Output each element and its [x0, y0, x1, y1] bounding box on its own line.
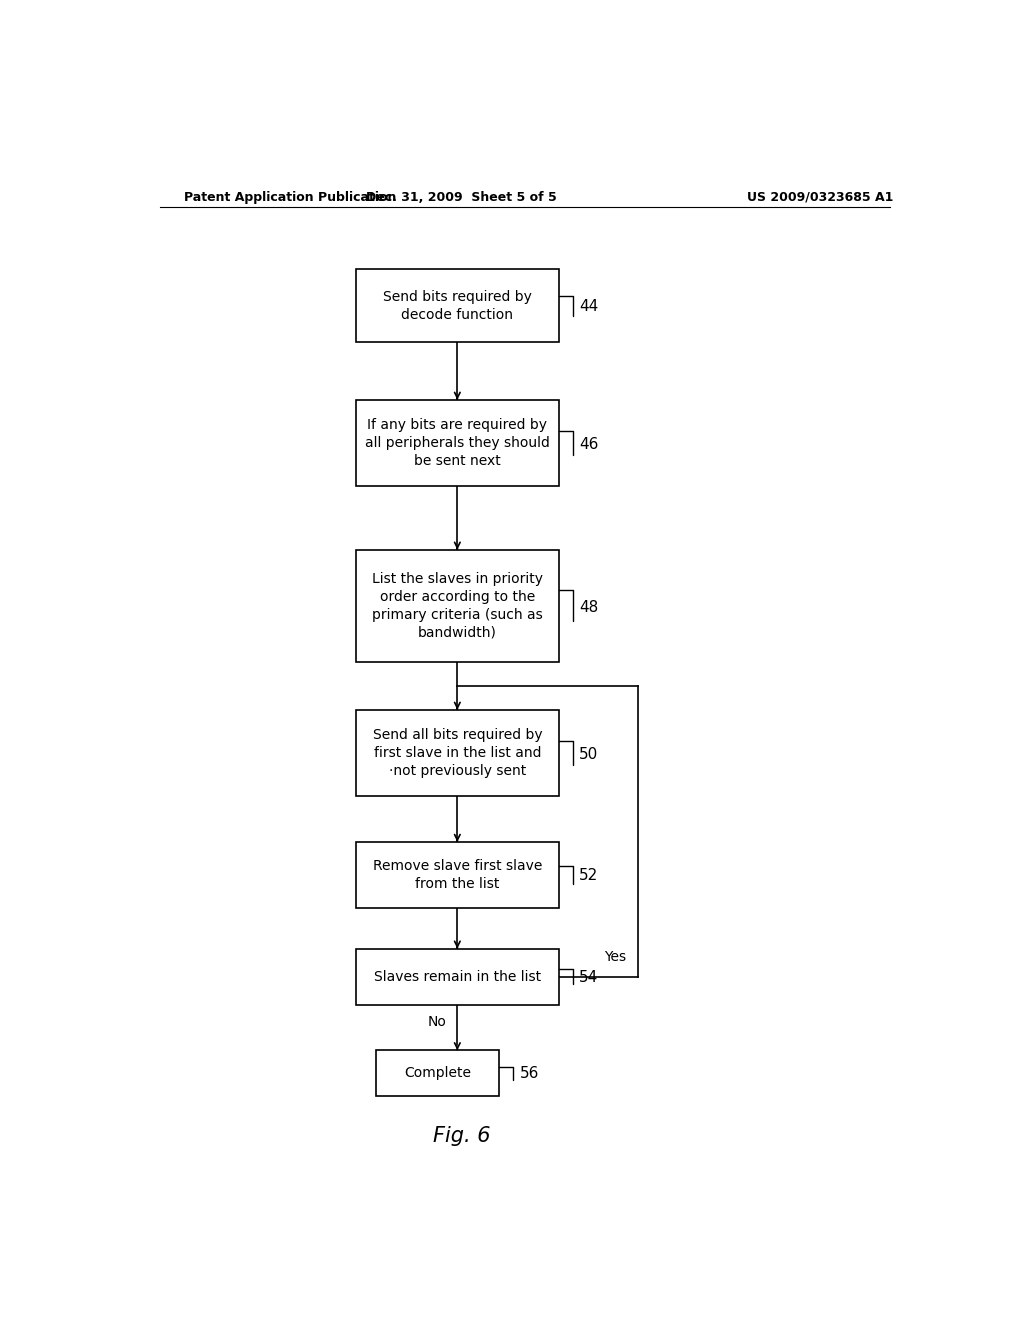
Bar [356, 549, 558, 661]
Text: Patent Application Publication: Patent Application Publication [183, 190, 396, 203]
Text: Slaves remain in the list: Slaves remain in the list [374, 970, 541, 983]
Text: 48: 48 [580, 599, 598, 615]
Text: 50: 50 [580, 747, 598, 762]
Text: List the slaves in priority
order according to the
primary criteria (such as
ban: List the slaves in priority order accord… [372, 572, 543, 639]
Text: 44: 44 [580, 300, 598, 314]
Bar [356, 710, 558, 796]
Bar [356, 269, 558, 342]
Text: Complete: Complete [404, 1067, 471, 1080]
Text: Send all bits required by
first slave in the list and
·not previously sent: Send all bits required by first slave in… [373, 729, 542, 777]
Text: Dec. 31, 2009  Sheet 5 of 5: Dec. 31, 2009 Sheet 5 of 5 [366, 190, 557, 203]
Text: 46: 46 [580, 437, 599, 451]
Bar [356, 949, 558, 1005]
Bar [356, 842, 558, 908]
Text: 56: 56 [519, 1067, 539, 1081]
Text: 54: 54 [580, 970, 598, 985]
Text: Fig. 6: Fig. 6 [432, 1126, 490, 1146]
Bar [376, 1051, 499, 1096]
Text: Yes: Yes [604, 950, 626, 965]
Text: US 2009/0323685 A1: US 2009/0323685 A1 [748, 190, 893, 203]
Bar [356, 400, 558, 486]
Text: 52: 52 [580, 869, 598, 883]
Text: Remove slave first slave
from the list: Remove slave first slave from the list [373, 859, 542, 891]
Text: No: No [428, 1015, 446, 1028]
Text: If any bits are required by
all peripherals they should
be sent next: If any bits are required by all peripher… [365, 418, 550, 467]
Text: Send bits required by
decode function: Send bits required by decode function [383, 290, 531, 322]
